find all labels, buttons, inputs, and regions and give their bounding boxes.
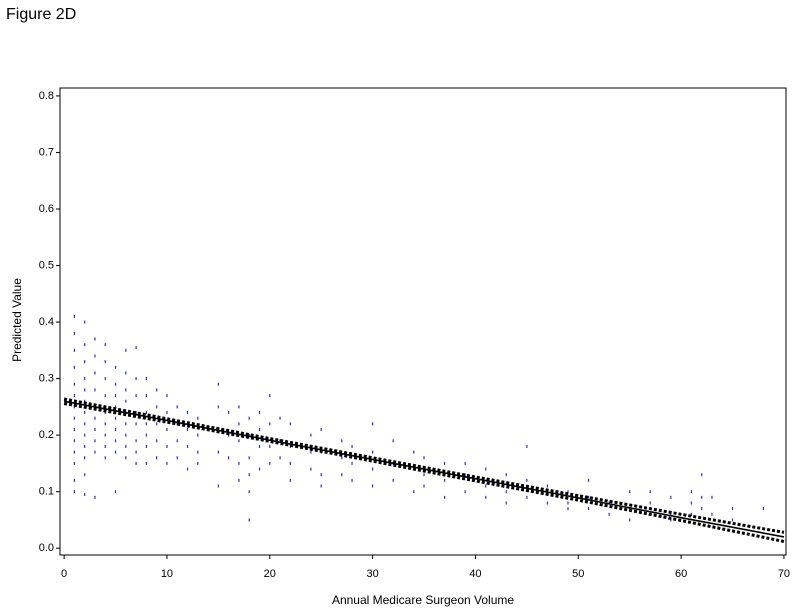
fit-line bbox=[63, 400, 785, 538]
x-tick-label: 30 bbox=[366, 568, 378, 580]
y-tick-label: 0.1 bbox=[39, 486, 54, 498]
confidence-line bbox=[63, 402, 785, 543]
y-tick-label: 0.6 bbox=[39, 203, 54, 215]
y-tick-label: 0.7 bbox=[39, 146, 54, 158]
y-tick-label: 0.2 bbox=[39, 429, 54, 441]
y-tick-label: 0.4 bbox=[39, 316, 54, 328]
x-tick-label: 40 bbox=[469, 568, 481, 580]
x-tick-label: 60 bbox=[675, 568, 687, 580]
x-tick-label: 20 bbox=[264, 568, 276, 580]
plot-frame bbox=[59, 87, 787, 556]
y-axis-label: Predicted Value bbox=[10, 278, 24, 362]
chart-title: Figure 2D bbox=[6, 6, 76, 23]
y-tick-label: 0.5 bbox=[39, 259, 54, 271]
x-tick-label: 0 bbox=[61, 568, 67, 580]
x-axis-label: Annual Medicare Surgeon Volume bbox=[332, 593, 514, 607]
y-tick-label: 0.3 bbox=[39, 373, 54, 385]
y-tick-label: 0.0 bbox=[39, 542, 54, 554]
x-tick-label: 70 bbox=[778, 568, 790, 580]
confidence-line bbox=[63, 397, 785, 534]
x-tick-label: 50 bbox=[572, 568, 584, 580]
x-tick-label: 10 bbox=[161, 568, 173, 580]
y-tick-label: 0.8 bbox=[39, 90, 54, 102]
